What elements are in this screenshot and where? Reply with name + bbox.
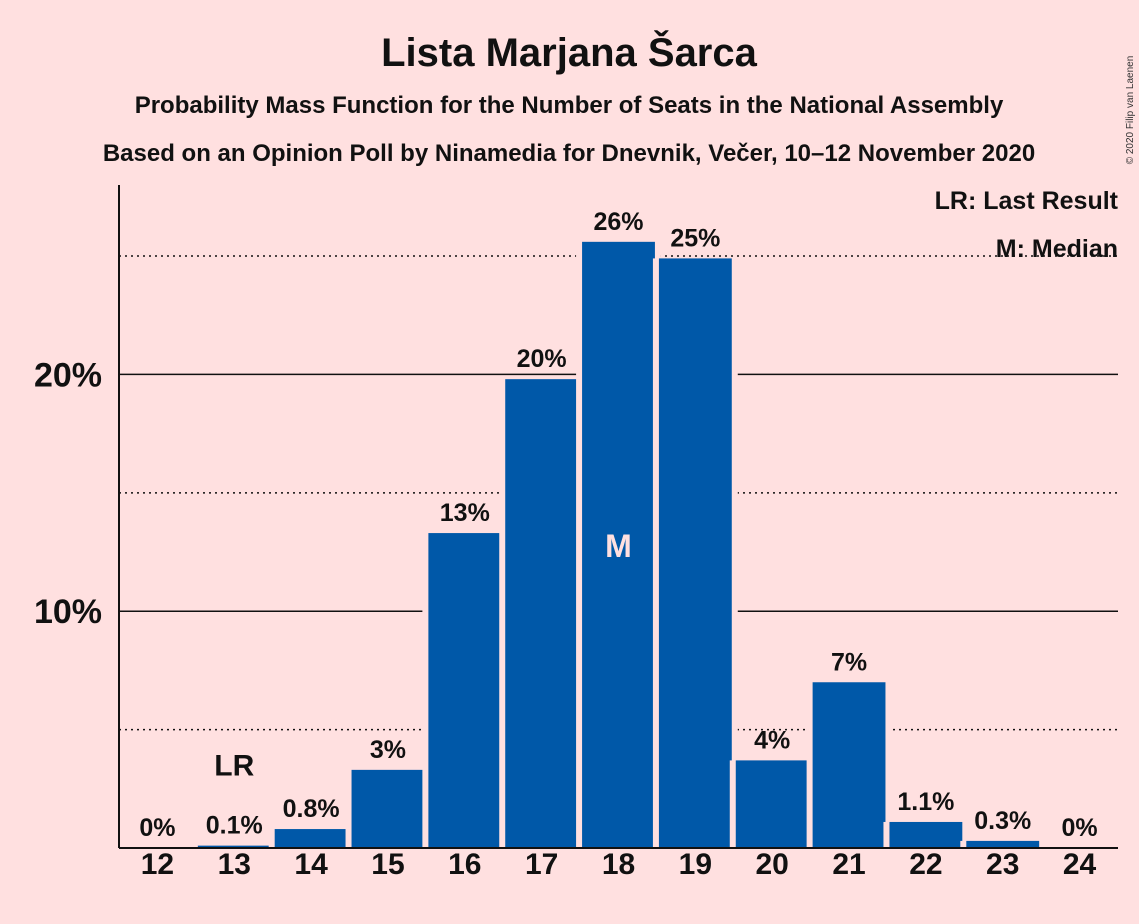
data-label: 1.1% — [897, 788, 954, 816]
chart-subtitle: Probability Mass Function for the Number… — [135, 92, 1004, 119]
bar — [735, 760, 809, 848]
x-tick-label: 20 — [756, 848, 789, 881]
copyright-notice: © 2020 Filip van Laenen — [1125, 56, 1136, 165]
y-tick-label: 10% — [34, 593, 102, 631]
x-tick-label: 15 — [371, 848, 404, 881]
data-label: 20% — [517, 345, 567, 373]
x-tick-label: 24 — [1063, 848, 1097, 881]
data-label: 25% — [670, 224, 720, 252]
bar — [197, 845, 271, 848]
data-label: 0.8% — [283, 795, 340, 823]
data-label: 0% — [1062, 814, 1098, 842]
axes: 10% 20% 12 13 14 15 16 17 18 19 20 21 22 23 24 — [34, 185, 1118, 881]
bar — [889, 821, 963, 848]
x-tick-label: 18 — [602, 848, 635, 881]
chart-title: Lista Marjana Šarca — [381, 29, 757, 75]
data-label: 4% — [754, 726, 790, 754]
x-tick-label: 17 — [525, 848, 558, 881]
x-tick-label: 13 — [218, 848, 251, 881]
bar — [274, 829, 348, 848]
data-label: 0.1% — [206, 812, 263, 840]
bar — [812, 682, 886, 848]
chart-subtitle-source: Based on an Opinion Poll by Ninamedia fo… — [103, 140, 1035, 167]
x-tick-label: 19 — [679, 848, 712, 881]
legend-median: M: Median — [996, 235, 1118, 263]
x-tick-label: 21 — [832, 848, 865, 881]
data-label: 7% — [831, 648, 867, 676]
bar — [582, 241, 655, 849]
data-label: 3% — [370, 736, 406, 764]
data-label: 26% — [593, 208, 643, 236]
x-tick-label: 22 — [909, 848, 942, 881]
x-tick-label: 12 — [141, 848, 174, 881]
data-label: 13% — [440, 499, 490, 527]
bar — [351, 769, 425, 848]
data-label: 0.3% — [974, 807, 1031, 835]
bar — [966, 840, 1040, 848]
x-tick-label: 16 — [448, 848, 481, 881]
last-result-marker: LR — [214, 750, 254, 783]
legend-last-result: LR: Last Result — [935, 187, 1119, 215]
bar — [658, 258, 732, 848]
data-label: 0% — [139, 814, 175, 842]
x-tick-label: 23 — [986, 848, 1019, 881]
bar — [505, 379, 579, 848]
bar — [428, 533, 502, 848]
x-tick-label: 14 — [294, 848, 328, 881]
data-labels: 0% 0.1% LR 0.8% 3% 13% 20% 26% M 25% 4% 7% 1.1% 0.3% 0… — [139, 208, 1097, 842]
bars — [191, 241, 1046, 849]
y-tick-label: 20% — [34, 356, 102, 394]
median-marker: M — [605, 528, 632, 564]
